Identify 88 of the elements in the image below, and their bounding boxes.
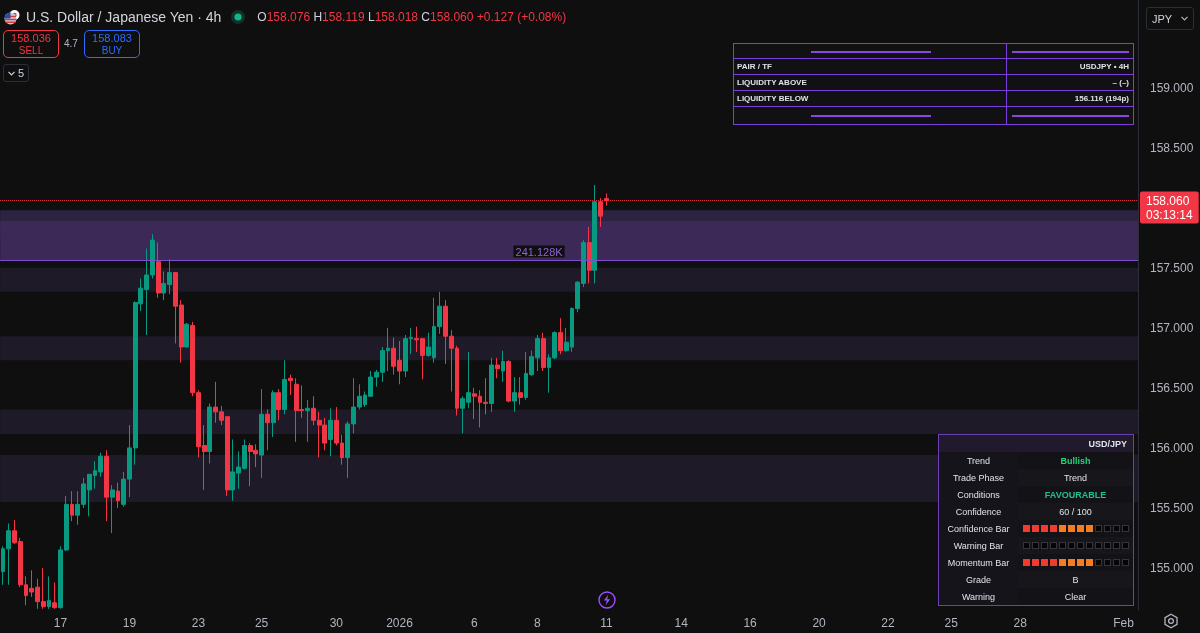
sell-button[interactable]: 158.036 SELL: [3, 30, 59, 58]
candlestick: [328, 407, 333, 457]
candlestick: [259, 388, 264, 479]
x-tick-label: 17: [53, 616, 68, 630]
annotation: Trend: [1063, 472, 1088, 483]
x-tick-label: Feb: [1113, 616, 1135, 630]
candlestick: [116, 482, 120, 509]
annotation: LIQUIDITY ABOVE: [737, 78, 807, 87]
annotation: LIQUIDITY BELOW: [737, 94, 809, 103]
annotation: Warning: [961, 591, 996, 602]
annotation: PAIR / TF: [737, 62, 772, 71]
candlestick: [47, 575, 51, 610]
candlestick: [512, 376, 517, 413]
annotation: SELL: [18, 44, 44, 56]
x-tick-label: 8: [534, 616, 542, 630]
y-tick-label: 155.000: [1150, 560, 1194, 575]
annotation: 60 / 100: [1059, 506, 1092, 517]
annotation: B: [1072, 574, 1079, 585]
candlestick: [184, 322, 189, 348]
candlestick: [305, 399, 310, 443]
candlestick: [271, 389, 276, 438]
annotation: 5: [17, 67, 25, 79]
text: O158.076 H158.119 L158.018 C158.060 +0.127 (+0.08%): [257, 10, 567, 24]
x-tick-label: 14: [674, 616, 689, 630]
annotation: Trade Phase: [952, 472, 1005, 483]
candlestick: [501, 350, 505, 383]
annotation: Grade: [965, 574, 991, 585]
buy-button[interactable]: 158.083 BUY: [84, 30, 140, 58]
x-tick-label: 6: [470, 616, 478, 630]
x-tick-label: 23: [191, 616, 206, 630]
annotation: Confidence Bar: [947, 523, 1010, 534]
annotation: 156.116 (194p): [1074, 94, 1129, 103]
annotation: Confidence: [955, 506, 1002, 517]
annotation: BUY: [101, 44, 123, 56]
candlestick: [558, 317, 563, 355]
ref-line-label: 241.128K: [515, 246, 564, 259]
x-tick-label: 25: [944, 616, 959, 630]
y-tick-label: 155.500: [1150, 500, 1194, 515]
annotation: Trend: [966, 455, 991, 466]
annotation: Warning Bar: [953, 540, 1004, 551]
annotation: – (–): [1112, 78, 1129, 87]
candlestick: [506, 359, 511, 403]
annotation: FAVOURABLE: [1044, 489, 1107, 500]
annotation: Bullish: [1060, 455, 1091, 466]
candlestick: [592, 184, 597, 284]
candlestick: [104, 449, 109, 522]
x-tick-label: 28: [1013, 616, 1028, 630]
collapse-button[interactable]: 5: [3, 64, 29, 82]
annotation: 158.036: [11, 31, 51, 44]
ref-line-label: 158.060: [1146, 193, 1190, 208]
annotation: Momentum Bar: [947, 557, 1010, 568]
candlestick: [207, 402, 212, 464]
y-tick-label: 157.500: [1150, 260, 1194, 275]
x-tick-label: 22: [881, 616, 896, 630]
candlestick: [495, 357, 500, 379]
annotation: 158.083: [92, 31, 132, 44]
candlestick: [110, 484, 115, 534]
candlestick: [489, 357, 494, 413]
y-tick-label: 157.000: [1150, 320, 1194, 335]
candlestick: [276, 388, 281, 421]
candlestick: [541, 332, 546, 372]
annotation: Conditions: [957, 489, 1000, 500]
x-tick-label: 30: [329, 616, 344, 630]
candlestick: [265, 408, 270, 451]
text: U.S. Dollar / Japanese Yen · 4h: [26, 9, 222, 25]
candlestick: [282, 359, 287, 415]
x-tick-label: 16: [743, 616, 758, 630]
candlestick: [288, 374, 293, 396]
annotation: USDJPY • 4H: [1079, 62, 1129, 71]
annotation: 4.7: [64, 38, 78, 49]
y-tick-label: 156.500: [1150, 380, 1194, 395]
y-tick-label: 156.000: [1150, 440, 1194, 455]
candlestick: [52, 581, 57, 610]
x-tick-label: 20: [812, 616, 827, 630]
x-tick-label: 25: [254, 616, 269, 630]
x-tick-label: 19: [122, 616, 137, 630]
candlestick: [587, 226, 592, 284]
y-tick-label: 159.000: [1150, 80, 1194, 95]
x-tick-label: 11: [600, 616, 613, 630]
candlestick: [156, 242, 161, 299]
annotation: Clear: [1064, 591, 1087, 602]
annotation: USD/JPY: [1088, 438, 1127, 449]
currency-dropdown[interactable]: JPY: [1146, 7, 1194, 30]
x-tick-label: 2026: [386, 616, 414, 630]
candlestick: [518, 376, 523, 406]
y-tick-label: 158.500: [1150, 140, 1194, 155]
candlestick: [70, 490, 74, 522]
text: 03:13:14: [1146, 207, 1194, 222]
